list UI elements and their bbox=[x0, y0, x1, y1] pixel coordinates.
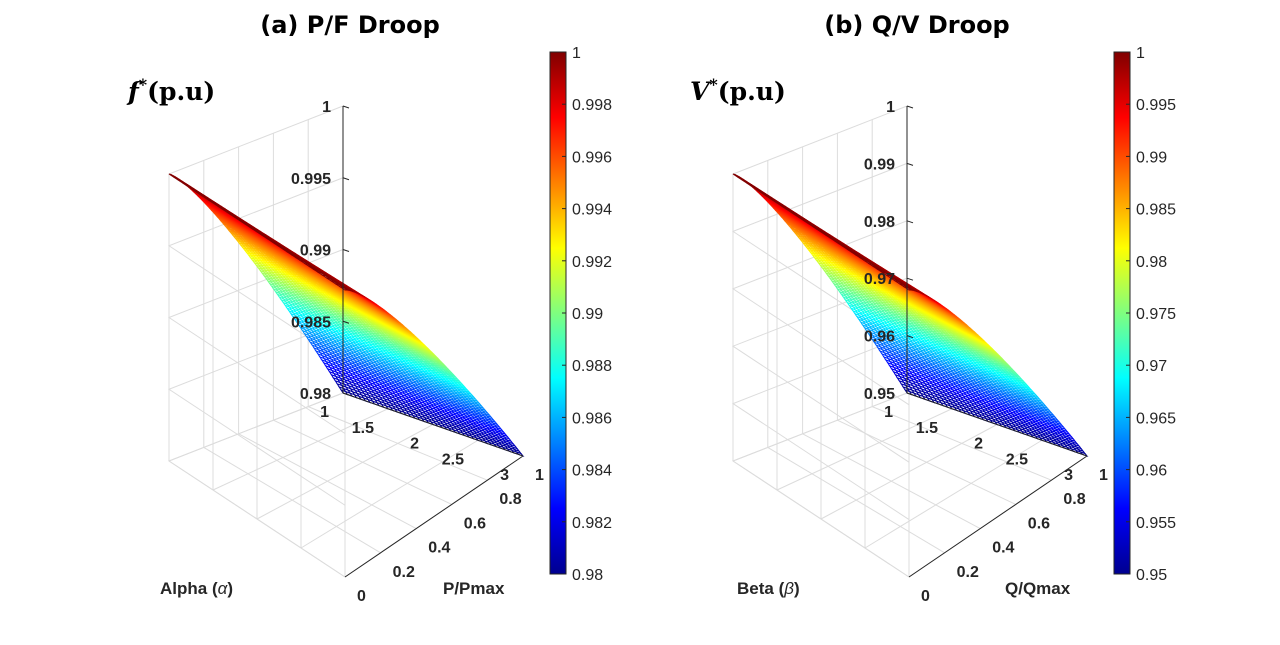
colorbar-tick-label: 0.99 bbox=[572, 306, 603, 323]
x-tick-label: 1.5 bbox=[352, 420, 374, 437]
chart-title: (b) Q/V Droop bbox=[824, 11, 1009, 39]
colorbar-tick-label: 0.992 bbox=[572, 254, 612, 271]
surface-mesh bbox=[732, 173, 1089, 458]
z-tick bbox=[342, 177, 350, 181]
colorbar-tick-label: 0.98 bbox=[572, 567, 603, 584]
colorbar-tick-label: 0.994 bbox=[572, 202, 612, 219]
x-axis-label: Alpha (α) bbox=[160, 579, 233, 598]
colorbar: 0.98 0.982 0.984 0.986 0.988 0.99 0.992 0.994 0.… bbox=[549, 45, 612, 584]
z-tick bbox=[342, 249, 350, 252]
panel-a: (a) P/F Droop 0.98 0.985 0.99 0.995 1 1 1.5 2 2.… bbox=[126, 11, 612, 605]
colorbar-tick-label: 0.996 bbox=[572, 149, 612, 166]
colorbar-tick-label: 0.984 bbox=[572, 463, 612, 480]
colorbar-tick-label: 0.988 bbox=[572, 358, 612, 375]
z-tick-label: 0.98 bbox=[300, 386, 331, 403]
x-tick-label: 1 bbox=[320, 404, 329, 421]
surface-mesh bbox=[168, 173, 525, 458]
y-tick-label: 1 bbox=[535, 467, 544, 484]
grid-line bbox=[168, 392, 344, 462]
z-axis-label: f*(p.u) bbox=[126, 75, 215, 106]
z-tick-label: 1 bbox=[322, 99, 331, 116]
panel-b: (b) Q/V Droop 0.950.960.970.980.99111.52… bbox=[690, 11, 1176, 605]
y-tick-label: 0.2 bbox=[393, 564, 415, 581]
z-tick-label: 0.99 bbox=[300, 243, 331, 260]
x-tick-label: 2 bbox=[410, 436, 419, 453]
z-tick-label: 0.995 bbox=[291, 171, 331, 188]
grid-line bbox=[300, 439, 479, 549]
colorbar-tick-label: 0.982 bbox=[572, 515, 612, 532]
colorbar-tick-label: 1 bbox=[572, 45, 581, 62]
y-axis-line bbox=[344, 455, 524, 578]
z-tick bbox=[342, 105, 350, 109]
colorbar-tick-label: 0.986 bbox=[572, 410, 612, 427]
y-axis-label: P/Pmax bbox=[443, 579, 505, 598]
colorbar-tick-label: 0.998 bbox=[572, 97, 612, 114]
x-tick-label: 3 bbox=[500, 467, 509, 484]
z-tick-label: 0.985 bbox=[291, 314, 331, 331]
y-tick-label: 0 bbox=[357, 588, 366, 605]
y-tick-label: 0.6 bbox=[464, 515, 486, 532]
y-tick-label: 0.8 bbox=[499, 491, 521, 508]
chart-title: (a) P/F Droop bbox=[260, 11, 440, 39]
y-tick-label: 0.4 bbox=[428, 540, 450, 557]
x-tick-label: 2.5 bbox=[442, 451, 464, 468]
